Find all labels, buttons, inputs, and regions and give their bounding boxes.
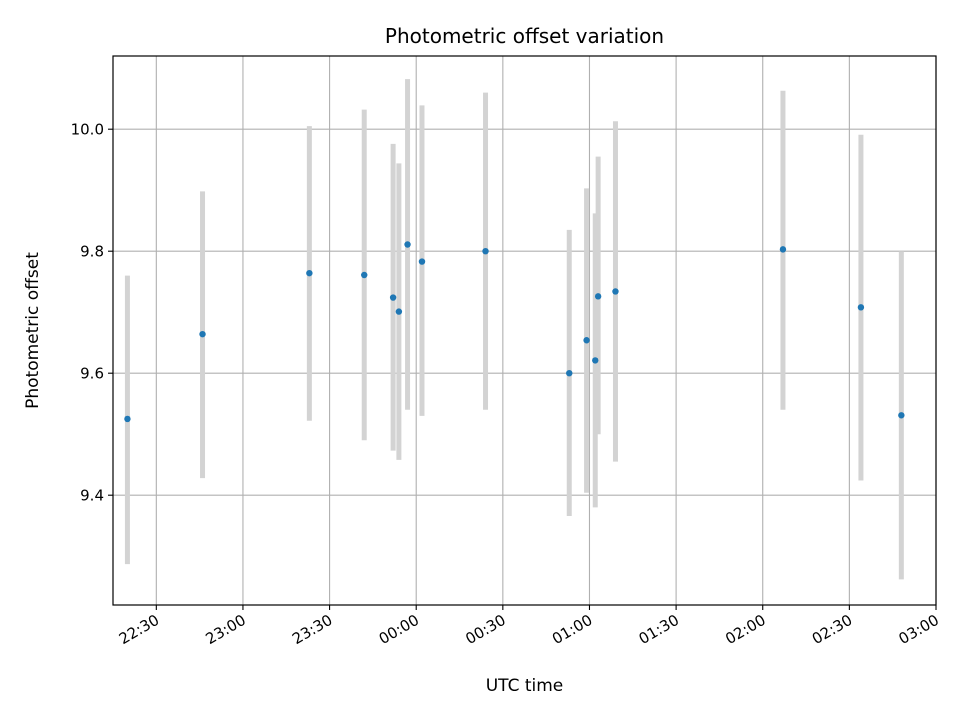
plot-frame [112,55,937,606]
data-point [404,241,411,248]
data-point [199,330,206,338]
data-point [779,246,787,253]
data-point [418,258,426,265]
data-point [857,304,865,311]
data-point [594,293,602,300]
data-point [395,308,403,315]
data-point [389,294,397,301]
chart-title: Photometric offset variation [385,24,664,48]
data-points [124,241,905,423]
data-point [566,370,573,377]
data-point [306,269,313,277]
y-tick-label: 9.6 [80,365,104,383]
y-tick-label: 9.8 [80,243,104,261]
data-point [898,412,905,419]
y-axis-ticks: 9.4 9.6 9.8 10.0 [71,121,113,505]
data-point [482,248,489,255]
data-point [361,271,368,279]
data-point [612,288,619,295]
x-axis-label: UTC time [486,676,564,696]
data-point [124,415,131,423]
data-point [592,357,599,364]
y-tick-label: 10.0 [71,121,104,139]
data-point [583,337,590,344]
y-axis-label: Photometric offset [23,252,43,409]
y-tick-label: 9.4 [80,487,104,505]
grid [113,56,937,605]
